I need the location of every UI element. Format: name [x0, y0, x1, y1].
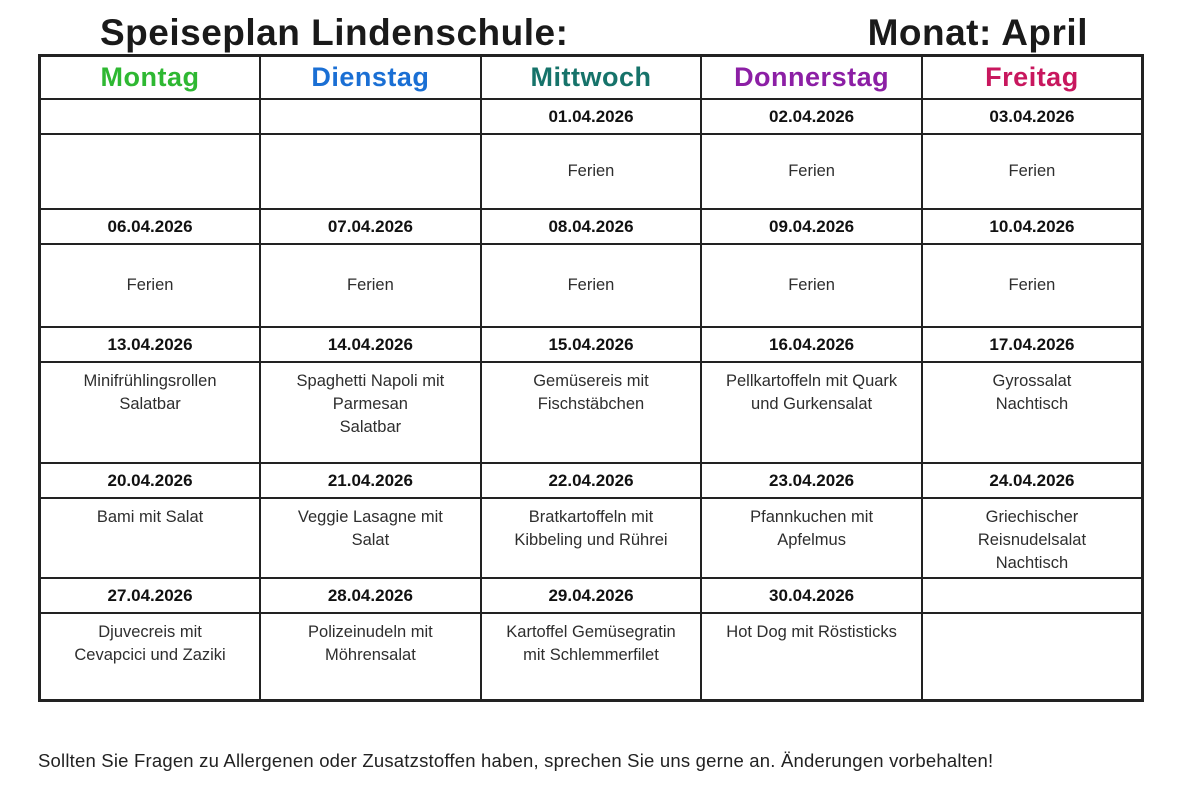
column-header-freitag: Freitag: [920, 54, 1144, 100]
meal-cell: Djuvecreis mit Cevapcici und Zaziki: [38, 612, 262, 702]
date-cell: 02.04.2026: [700, 98, 923, 135]
meal-cell: Ferien: [920, 133, 1144, 210]
meal-cell: [920, 612, 1144, 702]
date-cell: 29.04.2026: [479, 577, 703, 615]
date-cell: 30.04.2026: [700, 577, 923, 615]
week1-date-row: 01.04.2026 02.04.2026 03.04.2026: [38, 98, 1144, 135]
title-bar: Speiseplan Lindenschule: Monat: April: [100, 0, 1088, 54]
meal-cell: Ferien: [700, 133, 923, 210]
date-cell: 10.04.2026: [920, 208, 1144, 245]
date-cell: 16.04.2026: [700, 326, 923, 363]
meal-cell: Gemüsereis mit Fischstäbchen: [479, 361, 703, 464]
meal-cell: Griechischer Reisnudelsalat Nachtisch: [920, 496, 1144, 580]
date-cell: [259, 98, 482, 135]
date-cell: [920, 577, 1144, 615]
meal-cell: Pellkartoffeln mit Quark und Gurkensalat: [700, 361, 923, 464]
column-header-donnerstag: Donnerstag: [700, 54, 923, 100]
meal-cell: Ferien: [259, 243, 482, 328]
meal-cell: Ferien: [920, 243, 1144, 328]
week4-date-row: 20.04.2026 21.04.2026 22.04.2026 23.04.2…: [38, 462, 1144, 499]
week3-meal-row: Minifrühlingsrollen Salatbar Spaghetti N…: [38, 361, 1144, 464]
week4-meal-row: Bami mit Salat Veggie Lasagne mit Salat …: [38, 496, 1144, 580]
date-cell: 17.04.2026: [920, 326, 1144, 363]
week1-meal-row: Ferien Ferien Ferien: [38, 133, 1144, 210]
date-cell: 23.04.2026: [700, 462, 923, 499]
date-cell: 09.04.2026: [700, 208, 923, 245]
date-cell: 28.04.2026: [259, 577, 482, 615]
meal-cell: Veggie Lasagne mit Salat: [259, 496, 482, 580]
meal-cell: Ferien: [479, 133, 703, 210]
meal-cell: Pfannkuchen mit Apfelmus: [700, 496, 923, 580]
date-cell: 22.04.2026: [479, 462, 703, 499]
meal-cell: Gyrossalat Nachtisch: [920, 361, 1144, 464]
meal-plan-table: Montag Dienstag Mittwoch Donnerstag Frei…: [38, 54, 1144, 703]
meal-cell: Spaghetti Napoli mit Parmesan Salatbar: [259, 361, 482, 464]
week5-date-row: 27.04.2026 28.04.2026 29.04.2026 30.04.2…: [38, 577, 1144, 615]
date-cell: [38, 98, 262, 135]
week2-meal-row: Ferien Ferien Ferien Ferien Ferien: [38, 243, 1144, 328]
week3-date-row: 13.04.2026 14.04.2026 15.04.2026 16.04.2…: [38, 326, 1144, 363]
meal-cell: Polizeinudeln mit Möhrensalat: [259, 612, 482, 702]
date-cell: 15.04.2026: [479, 326, 703, 363]
month-title: Monat: April: [867, 12, 1088, 54]
week2-date-row: 06.04.2026 07.04.2026 08.04.2026 09.04.2…: [38, 208, 1144, 245]
meal-cell: Bratkartoffeln mit Kibbeling und Rührei: [479, 496, 703, 580]
meal-cell: [259, 133, 482, 210]
date-cell: 13.04.2026: [38, 326, 262, 363]
meal-cell: Ferien: [479, 243, 703, 328]
meal-cell: Ferien: [38, 243, 262, 328]
date-cell: 24.04.2026: [920, 462, 1144, 499]
column-header-mittwoch: Mittwoch: [479, 54, 703, 100]
date-cell: 03.04.2026: [920, 98, 1144, 135]
page-title: Speiseplan Lindenschule:: [100, 12, 569, 54]
meal-cell: [38, 133, 262, 210]
date-cell: 21.04.2026: [259, 462, 482, 499]
allergen-note: Sollten Sie Fragen zu Allergenen oder Zu…: [38, 750, 994, 771]
meal-cell: Kartoffel Gemüsegratin mit Schlemmerfile…: [479, 612, 703, 702]
column-header-montag: Montag: [38, 54, 262, 100]
column-header-dienstag: Dienstag: [259, 54, 482, 100]
date-cell: 27.04.2026: [38, 577, 262, 615]
date-cell: 14.04.2026: [259, 326, 482, 363]
date-cell: 01.04.2026: [479, 98, 703, 135]
date-cell: 07.04.2026: [259, 208, 482, 245]
week5-meal-row: Djuvecreis mit Cevapcici und Zaziki Poli…: [38, 612, 1144, 702]
meal-cell: Hot Dog mit Röstisticks: [700, 612, 923, 702]
meal-cell: Minifrühlingsrollen Salatbar: [38, 361, 262, 464]
date-cell: 20.04.2026: [38, 462, 262, 499]
date-cell: 06.04.2026: [38, 208, 262, 245]
meal-cell: Ferien: [700, 243, 923, 328]
meal-cell: Bami mit Salat: [38, 496, 262, 580]
date-cell: 08.04.2026: [479, 208, 703, 245]
weekday-header-row: Montag Dienstag Mittwoch Donnerstag Frei…: [38, 54, 1144, 100]
